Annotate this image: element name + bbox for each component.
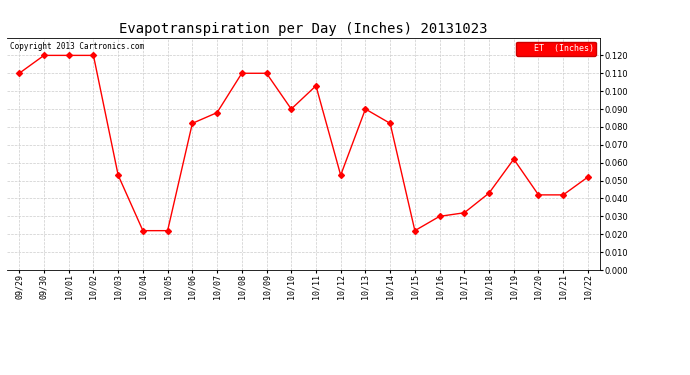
Title: Evapotranspiration per Day (Inches) 20131023: Evapotranspiration per Day (Inches) 2013… [119, 22, 488, 36]
Text: Copyright 2013 Cartronics.com: Copyright 2013 Cartronics.com [10, 42, 144, 51]
Legend: ET  (Inches): ET (Inches) [516, 42, 596, 56]
